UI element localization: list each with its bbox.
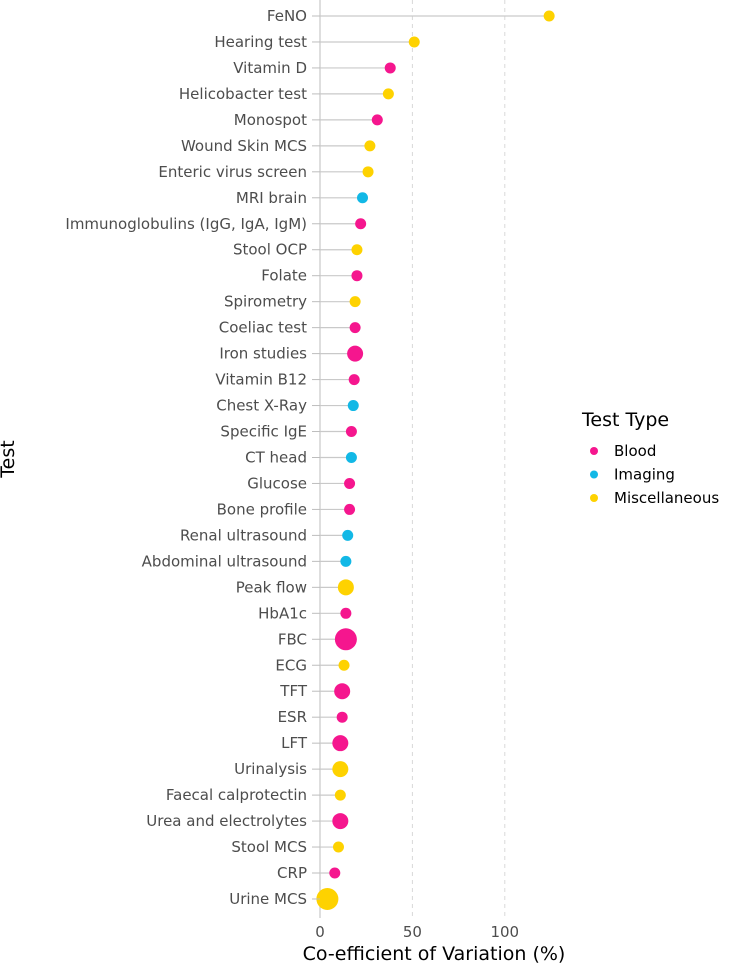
y-tick-label-stool-mcs: Stool MCS <box>231 838 307 856</box>
y-tick-label-glucose: Glucose <box>247 474 307 492</box>
y-axis-tick-labels: FeNO Hearing test Vitamin D Helicobacter te… <box>65 7 320 908</box>
point-urea-and-electrolytes <box>332 813 349 830</box>
point-monospot <box>371 114 383 126</box>
point-renal-ultrasound <box>342 529 354 541</box>
point-spirometry <box>349 296 361 308</box>
legend-label-blood: Blood <box>614 442 656 460</box>
y-tick-label-monospot: Monospot <box>234 111 307 129</box>
y-tick-label-vitamin-d: Vitamin D <box>233 59 307 77</box>
y-tick-label-coeliac-test: Coeliac test <box>219 319 307 337</box>
x-tick-label-0: 0 <box>315 923 325 941</box>
y-tick-label-fbc: FBC <box>278 630 307 648</box>
point-hearing-test <box>408 36 420 48</box>
point-peak-flow <box>337 579 354 596</box>
point-wound-skin-mcs <box>364 140 376 152</box>
point-fbc <box>334 628 357 651</box>
legend-swatch-miscellaneous <box>590 494 598 502</box>
y-tick-label-lft: LFT <box>281 734 308 752</box>
point-chest-x-ray <box>347 400 359 412</box>
y-tick-label-helicobacter-test: Helicobacter test <box>179 85 307 103</box>
point-folate <box>351 270 363 282</box>
legend-items: Blood Imaging Miscellaneous <box>590 442 719 507</box>
point-stool-ocp <box>351 244 363 256</box>
y-tick-label-vitamin-b12: Vitamin B12 <box>215 371 307 389</box>
point-stool-mcs <box>332 841 344 853</box>
legend-label-miscellaneous: Miscellaneous <box>614 489 719 507</box>
y-tick-label-urine-mcs: Urine MCS <box>229 890 307 908</box>
x-axis-tick-labels: 0 50 100 <box>315 923 519 941</box>
y-tick-label-spirometry: Spirometry <box>224 293 307 311</box>
y-tick-label-hba1c: HbA1c <box>258 604 307 622</box>
point-faecal-calprotectin <box>334 789 346 801</box>
y-tick-label-ecg: ECG <box>275 656 307 674</box>
y-tick-label-wound-skin-mcs: Wound Skin MCS <box>181 137 307 155</box>
point-urinalysis <box>332 761 349 778</box>
y-tick-label-immunoglobulins-igg-iga-igm: Immunoglobulins (IgG, IgA, IgM) <box>65 215 307 233</box>
y-tick-label-mri-brain: MRI brain <box>236 189 307 207</box>
point-ecg <box>338 659 350 671</box>
legend-label-imaging: Imaging <box>614 466 675 484</box>
data-points <box>316 10 555 910</box>
point-vitamin-d <box>384 62 396 74</box>
y-tick-label-esr: ESR <box>278 708 307 726</box>
point-crp <box>329 867 341 879</box>
point-enteric-virus-screen <box>362 166 374 178</box>
y-tick-label-iron-studies: Iron studies <box>219 345 307 363</box>
legend-swatch-blood <box>590 447 598 455</box>
y-tick-label-faecal-calprotectin: Faecal calprotectin <box>166 786 307 804</box>
y-tick-label-abdominal-ultrasound: Abdominal ultrasound <box>142 552 307 570</box>
y-tick-label-chest-x-ray: Chest X-Ray <box>216 397 307 415</box>
legend-swatch-imaging <box>590 470 598 479</box>
y-tick-label-peak-flow: Peak flow <box>236 578 307 596</box>
point-feno <box>543 10 555 22</box>
x-tick-label-100: 100 <box>490 923 519 941</box>
y-tick-label-hearing-test: Hearing test <box>214 33 307 51</box>
grid-lines <box>411 0 506 918</box>
x-axis-title: Co-efficient of Variation (%) <box>303 943 566 965</box>
point-abdominal-ultrasound <box>340 555 352 567</box>
y-tick-label-renal-ultrasound: Renal ultrasound <box>180 526 307 544</box>
point-hba1c <box>340 607 352 619</box>
y-tick-label-enteric-virus-screen: Enteric virus screen <box>158 163 307 181</box>
point-lft <box>332 735 349 752</box>
point-helicobacter-test <box>382 88 394 100</box>
point-specific-ige <box>345 426 357 438</box>
point-immunoglobulins-igg-iga-igm <box>355 218 367 230</box>
point-bone-profile <box>344 503 356 515</box>
lollipop-stems <box>320 15 550 900</box>
point-urine-mcs <box>316 887 339 910</box>
legend-title: Test Type <box>581 409 669 431</box>
y-tick-label-feno: FeNO <box>267 7 307 25</box>
y-tick-label-tft: TFT <box>279 682 308 700</box>
point-iron-studies <box>347 345 364 362</box>
point-vitamin-b12 <box>348 374 360 386</box>
y-tick-label-urea-and-electrolytes: Urea and electrolytes <box>146 812 307 830</box>
y-tick-label-specific-ige: Specific IgE <box>220 423 307 441</box>
x-tick-label-50: 50 <box>403 923 422 941</box>
point-tft <box>334 683 351 700</box>
y-tick-label-folate: Folate <box>261 267 307 285</box>
point-esr <box>336 711 348 723</box>
point-mri-brain <box>357 192 369 204</box>
y-tick-label-stool-ocp: Stool OCP <box>233 241 307 259</box>
y-tick-label-bone-profile: Bone profile <box>217 500 307 518</box>
point-coeliac-test <box>349 322 361 334</box>
point-ct-head <box>345 451 357 463</box>
y-tick-label-urinalysis: Urinalysis <box>234 760 307 778</box>
y-tick-label-crp: CRP <box>277 864 307 882</box>
y-axis-title: Test <box>0 440 19 478</box>
y-tick-label-ct-head: CT head <box>245 448 307 466</box>
point-glucose <box>344 477 356 489</box>
legend: Test Type Blood Imaging Miscellaneous <box>581 409 719 507</box>
